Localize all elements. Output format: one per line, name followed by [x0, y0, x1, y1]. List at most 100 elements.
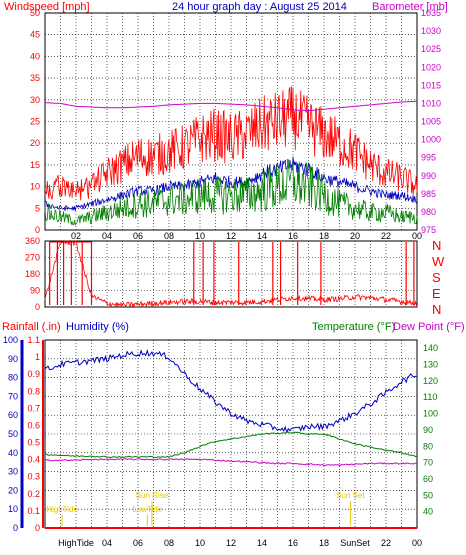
- barometer-ytick-label: 1015: [421, 80, 441, 90]
- barometer-ytick-label: 1000: [421, 135, 441, 145]
- wind-xtick-label: 04: [102, 231, 112, 241]
- barometer-ytick-label: 995: [421, 153, 436, 163]
- rainfall-ytick-label: 0.3: [27, 472, 40, 482]
- wind-ytick-label: 25: [30, 117, 40, 127]
- direction-ytick-label: 0: [35, 302, 40, 312]
- direction-ytick-label: 90: [30, 286, 40, 296]
- humidity-ytick-label: 50: [8, 429, 18, 439]
- barometer-ytick-label: 1035: [421, 8, 441, 18]
- rainfall-ytick-label: 0.1: [27, 506, 40, 516]
- climate-xtick-label: SunSet: [340, 538, 370, 548]
- climate-xtick-label: 22: [381, 538, 391, 548]
- wind-xtick-label: 06: [133, 231, 143, 241]
- humidity-ytick-label: 40: [8, 448, 18, 458]
- wind-axis-title: Windspeed [mph]: [4, 1, 90, 13]
- barometer-ytick-label: 1030: [421, 26, 441, 36]
- barometer-ytick-label: 1025: [421, 44, 441, 54]
- temperature-ytick-label: 130: [423, 360, 438, 370]
- wind-xtick-label: 08: [164, 231, 174, 241]
- rainfall-ytick-label: 0.8: [27, 386, 40, 396]
- direction-compass-label: N: [432, 302, 441, 317]
- wind-ytick-label: 45: [30, 30, 40, 40]
- barometer-axis-title: Barometer [mb]: [372, 1, 448, 13]
- rainfall-ytick-label: 0.2: [27, 489, 40, 499]
- wind-ytick-label: 35: [30, 73, 40, 83]
- climate-xtick-label: 04: [102, 538, 112, 548]
- direction-series: [44, 239, 418, 308]
- temperature-axis-title: Temperature (°F): [312, 321, 395, 333]
- climate-axes: 010203040506070809010000.10.20.30.40.50.…: [3, 335, 438, 548]
- humidity-ytick-label: 90: [8, 354, 18, 364]
- barometer-line: [44, 100, 418, 112]
- climate-annotations: HighTide Sun Rise LowTide Sun Set: [46, 491, 365, 526]
- wind-ytick-label: 15: [30, 160, 40, 170]
- wind-ytick-label: 30: [30, 95, 40, 105]
- wind-xtick-label: 02: [71, 231, 81, 241]
- climate-series-line-1: [44, 431, 417, 459]
- climate-series: [44, 349, 418, 529]
- temperature-ytick-label: 90: [423, 425, 433, 435]
- climate-xtick-label: 08: [164, 538, 174, 548]
- wind-series-line-1: [44, 156, 418, 212]
- direction-grid: [45, 241, 417, 307]
- climate-xtick-label: 10: [195, 538, 205, 548]
- climate-series-line-0: [44, 349, 418, 434]
- barometer-ytick-label: 1020: [421, 62, 441, 72]
- climate-annotation: HighTide: [46, 505, 78, 514]
- climate-xtick-label: 14: [257, 538, 267, 548]
- climate-annotation: LowTide: [132, 505, 162, 514]
- climate-series-line-2: [44, 458, 417, 467]
- rainfall-ytick-label: 0.7: [27, 403, 40, 413]
- humidity-ytick-label: 10: [8, 504, 18, 514]
- rainfall-ytick-label: 1.1: [27, 335, 40, 345]
- wind-series-line-2: [44, 158, 418, 227]
- wind-ytick-label: 20: [30, 138, 40, 148]
- barometer-ytick-label: 990: [421, 171, 436, 181]
- wind-axes: 0510152025303540455097598098599099510001…: [30, 8, 441, 241]
- humidity-ytick-label: 60: [8, 410, 18, 420]
- temperature-ytick-label: 80: [423, 441, 433, 451]
- direction-line: [44, 239, 418, 308]
- temperature-ytick-label: 50: [423, 490, 433, 500]
- temperature-ytick-label: 140: [423, 343, 438, 353]
- rainfall-axis-title: Rainfall (.in): [2, 321, 61, 333]
- humidity-ytick-label: 100: [3, 335, 18, 345]
- barometer-ytick-label: 1005: [421, 117, 441, 127]
- direction-compass-label: N: [432, 238, 441, 253]
- wind-xtick-label: 16: [288, 231, 298, 241]
- wind-ytick-label: 50: [30, 8, 40, 18]
- climate-xtick-label: 00: [412, 538, 422, 548]
- climate-annotation: Sun Set: [336, 491, 365, 500]
- temperature-ytick-label: 110: [423, 392, 437, 402]
- rainfall-ytick-label: 0: [35, 523, 40, 533]
- barometer-ytick-label: 1010: [421, 98, 441, 108]
- direction-ytick-label: 270: [25, 253, 40, 263]
- climate-annotation: Sun Rise: [136, 491, 169, 500]
- wind-ytick-label: 10: [30, 182, 40, 192]
- humidity-ytick-label: 70: [8, 391, 18, 401]
- temperature-ytick-label: 100: [423, 409, 438, 419]
- humidity-ytick-label: 20: [8, 485, 18, 495]
- rainfall-ytick-label: 1: [35, 352, 40, 362]
- temperature-ytick-label: 60: [423, 474, 433, 484]
- climate-xtick-label: 06: [133, 538, 143, 548]
- wind-xtick-label: 00: [412, 231, 422, 241]
- wind-xtick-label: 18: [319, 231, 329, 241]
- humidity-ytick-label: 80: [8, 373, 18, 383]
- temperature-ytick-label: 120: [423, 376, 438, 386]
- wind-xtick-label: 12: [226, 231, 236, 241]
- humidity-ytick-label: 30: [8, 467, 18, 477]
- wind-series: [44, 86, 418, 227]
- climate-xtick-label: HighTide: [58, 538, 94, 548]
- temperature-ytick-label: 70: [423, 458, 433, 468]
- wind-xtick-label: 22: [381, 231, 391, 241]
- wind-ytick-label: 40: [30, 51, 40, 61]
- direction-compass-label: W: [432, 254, 445, 269]
- wind-series-line-0: [44, 86, 418, 201]
- rainfall-ytick-label: 0.9: [27, 369, 40, 379]
- wind-xtick-label: 20: [350, 231, 360, 241]
- wind-xtick-label: 10: [195, 231, 205, 241]
- wind-ytick-label: 5: [35, 203, 40, 213]
